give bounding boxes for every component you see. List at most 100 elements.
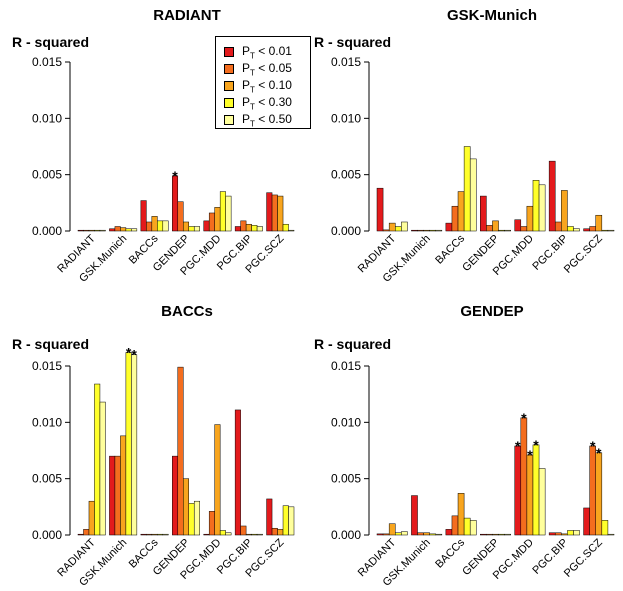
legend-label: PT < 0.05 <box>242 60 292 78</box>
y-axis-label: R - squared <box>314 336 391 352</box>
bar <box>401 221 408 232</box>
bar <box>219 530 226 536</box>
bar <box>595 452 603 536</box>
legend-swatch <box>224 81 234 91</box>
chart-title: GSK-Munich <box>447 7 537 24</box>
bar <box>172 175 179 232</box>
bar <box>554 221 562 232</box>
bar <box>131 228 138 232</box>
bar <box>256 533 263 536</box>
bar <box>282 223 289 232</box>
bar <box>271 194 278 232</box>
y-tick-label: 0.015 <box>32 55 62 69</box>
bar <box>282 505 289 536</box>
legend-entry: PT < 0.50 <box>224 112 292 128</box>
bar <box>162 533 169 536</box>
bar <box>146 533 153 536</box>
bar <box>151 216 158 232</box>
bar <box>94 229 101 232</box>
y-tick-label: 0.000 <box>331 224 361 238</box>
bar <box>146 221 153 232</box>
x-tick-label: BACCs <box>433 536 467 570</box>
bar <box>429 533 437 536</box>
bar <box>429 229 437 232</box>
bar <box>514 219 522 232</box>
bar <box>589 445 596 536</box>
bar <box>99 401 106 536</box>
bar <box>486 225 493 232</box>
bar <box>395 226 402 232</box>
y-axis-label: R - squared <box>314 34 391 50</box>
bar <box>219 191 226 232</box>
bar <box>83 529 90 536</box>
bar <box>561 533 568 536</box>
bar <box>480 533 487 536</box>
bar <box>376 533 384 536</box>
bar <box>94 383 101 536</box>
bar <box>183 221 189 232</box>
x-tick-label: PGC.SCZ <box>562 536 605 579</box>
bar <box>417 532 424 536</box>
bar <box>288 506 295 536</box>
bar <box>109 228 116 232</box>
bar <box>99 229 106 232</box>
bar <box>504 229 511 232</box>
bar <box>538 468 546 536</box>
x-tick-label: PGC.SCZ <box>562 232 605 275</box>
legend-label: PT < 0.30 <box>242 94 292 112</box>
y-tick-label: 0.010 <box>331 111 361 125</box>
bar <box>83 229 90 232</box>
legend-swatch <box>224 47 234 57</box>
bar <box>388 523 396 536</box>
bar <box>77 229 84 232</box>
bar <box>245 533 252 536</box>
y-tick-label: 0.000 <box>331 528 361 542</box>
y-tick-label: 0.015 <box>32 359 62 373</box>
significance-marker: * <box>596 445 602 461</box>
bar <box>177 201 184 232</box>
bar <box>162 220 169 232</box>
bar <box>208 511 215 536</box>
bar <box>589 226 596 232</box>
significance-marker: * <box>590 438 596 454</box>
bar <box>109 455 116 536</box>
bar <box>256 226 263 232</box>
bar <box>601 520 609 536</box>
y-tick-label: 0.005 <box>331 168 361 182</box>
legend-swatch <box>224 115 234 125</box>
significance-marker: * <box>172 168 178 184</box>
bar <box>251 533 258 536</box>
legend-swatch <box>224 98 234 108</box>
bar <box>193 500 200 536</box>
chart-title: RADIANT <box>153 7 221 24</box>
bar <box>486 533 493 536</box>
bar <box>583 228 590 232</box>
significance-marker: * <box>521 410 527 426</box>
bar <box>177 366 184 536</box>
significance-marker: * <box>126 344 132 360</box>
bar <box>131 354 138 536</box>
bar <box>548 532 556 536</box>
significance-marker: * <box>131 347 137 363</box>
bar <box>245 223 252 232</box>
legend-label: PT < 0.10 <box>242 77 292 95</box>
bar <box>526 454 534 536</box>
bar <box>77 533 84 536</box>
bar <box>277 529 284 536</box>
bar <box>554 532 562 536</box>
x-tick-label: BACCs <box>433 232 467 266</box>
y-tick-label: 0.010 <box>331 415 361 429</box>
bar <box>288 229 295 232</box>
y-tick-label: 0.005 <box>32 168 62 182</box>
bar <box>423 229 430 232</box>
bar <box>411 495 418 536</box>
bar <box>463 517 471 536</box>
y-tick-label: 0.000 <box>32 528 62 542</box>
y-axis-label: R - squared <box>12 336 89 352</box>
bar <box>607 533 615 536</box>
bar <box>120 435 127 536</box>
bar <box>214 424 221 536</box>
bar <box>266 498 273 536</box>
bar <box>125 228 132 232</box>
bar <box>251 225 258 232</box>
